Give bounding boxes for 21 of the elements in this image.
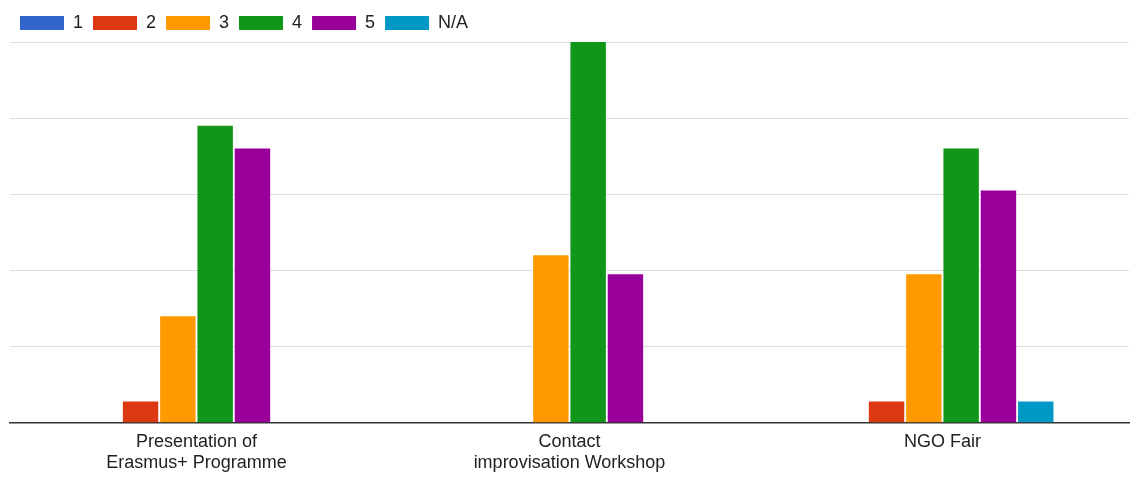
- legend-label: N/A: [438, 11, 469, 32]
- bar: [570, 42, 606, 423]
- x-tick-label: NGO Fair: [903, 430, 982, 451]
- bar: [1018, 401, 1054, 423]
- bar: [197, 125, 233, 423]
- legend-label: 5: [365, 11, 376, 32]
- bar: [607, 274, 644, 423]
- bar: [533, 255, 569, 423]
- bar: [234, 148, 271, 423]
- bar: [906, 274, 942, 423]
- bar: [980, 190, 1017, 423]
- legend-label: 1: [73, 11, 84, 32]
- x-tick-label: Contact improvisation Workshop: [473, 430, 666, 473]
- bar: [868, 401, 905, 423]
- bar: [943, 148, 979, 423]
- legend-label: 2: [146, 11, 157, 32]
- bar: [160, 316, 196, 423]
- bar: [122, 401, 159, 423]
- legend-label: 3: [219, 11, 230, 32]
- x-tick-label: Presentation of Erasmus+ Programme: [106, 430, 287, 473]
- legend-label: 4: [292, 11, 303, 32]
